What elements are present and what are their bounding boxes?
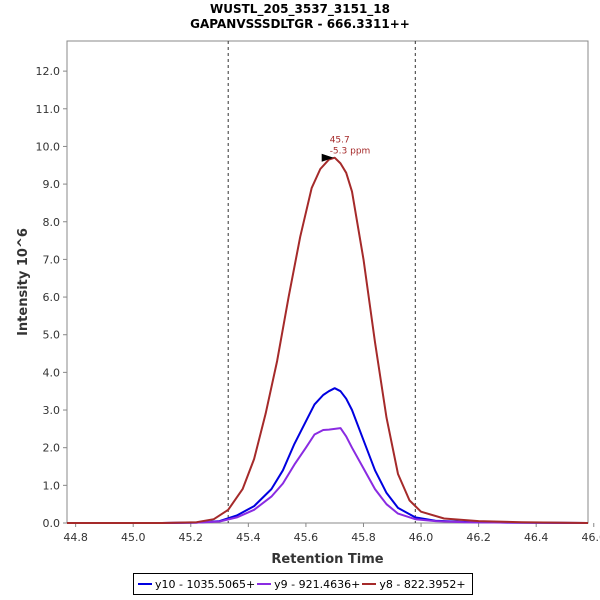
y-tick-label: 6.0 [43,291,61,304]
chart-title: WUSTL_205_3537_3151_18 [210,2,390,16]
y-tick-label: 0.0 [43,517,61,530]
apex-marker [321,153,334,162]
x-tick-label: 45.2 [179,531,204,544]
y-tick-label: 8.0 [43,216,61,229]
y-tick-label: 9.0 [43,178,61,191]
x-tick-label: 46.2 [466,531,491,544]
legend-item: y9 - 921.4636+ [257,578,360,591]
apex-time-label: 45.7 [330,136,350,146]
x-tick-label: 45.0 [121,531,146,544]
legend-swatch [257,583,272,585]
legend-item: y8 - 822.3952+ [362,577,466,591]
y-tick-label: 1.0 [43,479,61,492]
y-axis-label: Intensity 10^6 [16,228,31,336]
legend-swatch [138,583,152,585]
plot-area [66,40,589,524]
y-tick-label: 7.0 [43,253,61,266]
y-tick-label: 2.0 [43,442,61,455]
legend-label: y10 - 1035.5065+ [155,577,256,591]
y-tick-label: 3.0 [43,404,61,417]
legend-label: y8 - 822.3952+ [379,577,466,591]
apex-ppm-label: -5.3 ppm [330,147,371,157]
x-tick-label: 45.4 [236,531,261,544]
y-tick-label: 4.0 [43,366,61,379]
y-tick-label: 12.0 [36,65,61,78]
series-line [67,156,589,524]
x-tick-label: 44.8 [63,531,88,544]
x-tick-label: 45.6 [294,531,319,544]
series-line [67,427,589,524]
x-tick-label: 46.6 [582,531,600,544]
legend-swatch [362,583,377,585]
series-line [67,387,589,524]
y-tick-label: 5.0 [43,329,61,342]
y-tick-label: 10.0 [36,140,61,153]
x-axis-label: Retention Time [271,552,383,567]
chart-plot: 0.0 1.0 2.0 3.0 4.0 5.0 6.0 7.0 8.0 9.0 10.0 11.0 12… [16,40,600,567]
chart-subtitle: GAPANVSSSDLTGR - 666.3311++ [190,17,410,31]
x-tick-label: 45.8 [351,531,376,544]
x-tick-label: 46.4 [524,531,549,544]
legend-label: y9 - 921.4636+ [274,577,361,591]
x-tick-label: 46.0 [409,531,434,544]
chart-legend: y10 - 1035.5065+ y9 - 921.4636+ y8 - 822.3… [133,573,473,595]
y-tick-label: 11.0 [36,103,61,116]
legend-item: y10 - 1035.5065+ [138,578,255,591]
